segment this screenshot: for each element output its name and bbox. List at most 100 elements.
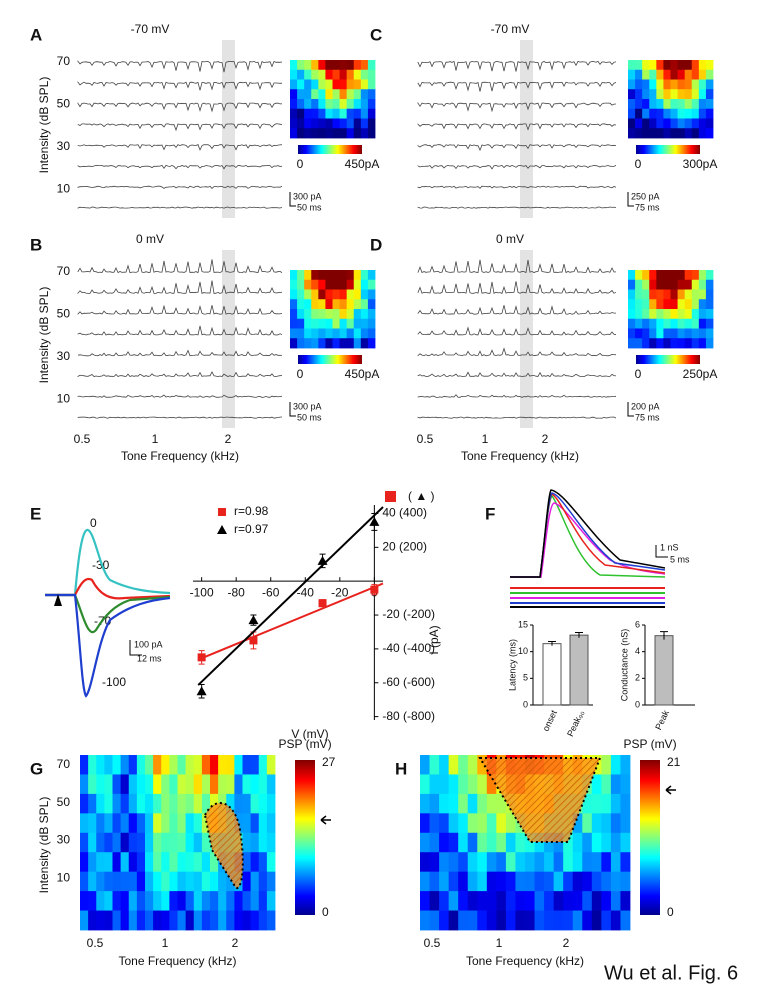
heatmap-cell [663,99,671,110]
bar [569,634,589,706]
heatmap-cell [705,338,714,349]
x-tick-label: 0.5 [87,936,104,950]
heatmap-cell [136,813,146,834]
heatmap-cell [582,852,593,873]
heatmap-cell [136,755,146,775]
heatmap-cell [691,309,700,320]
heatmap-cell [620,774,631,795]
heatmap-cell [505,910,516,931]
scale-label: 50 ms [297,202,322,212]
heatmap-cell [553,832,564,853]
heatmap-cell [515,832,526,853]
heatmap-cell [591,793,602,814]
heatmap-cell [112,910,122,931]
colorbar-label: 450pA [345,367,380,381]
y-tick-label: 10 [518,646,528,656]
heatmap-cell [346,309,355,320]
heatmap-cell [429,813,440,834]
heatmap-cell [367,318,376,329]
heatmap-cell [201,813,211,834]
heatmap-cell [332,128,340,139]
colorbar-label: 0 [322,905,329,919]
axis-title: I (pA) [427,625,441,654]
heatmap-cell [318,69,326,80]
heatmap-cell [515,910,526,931]
heatmap-cell [304,118,312,129]
heatmap-cell [360,60,369,71]
heatmap-cell [705,270,714,281]
heatmap-cell [297,60,305,71]
heatmap-cell [120,891,130,911]
heatmap-cell [318,299,326,310]
heatmap-cell [691,128,700,139]
heatmap-cell [367,328,376,339]
heatmap-cell [88,910,97,931]
heatmap-cell [670,279,678,290]
heatmap-cell [698,118,707,129]
heatmap-cell [698,89,707,100]
heatmap-cell [698,69,707,80]
heatmap-cell [250,813,260,834]
heatmap-cell [467,891,478,911]
heatmap-cell [318,338,326,349]
x-tick-label: onset [541,708,560,733]
heatmap-cell [635,270,643,281]
heatmap-cell [367,108,376,119]
heatmap-cell [318,108,326,119]
heatmap-cell [448,774,459,795]
heatmap-cell [649,318,657,329]
heatmap-cell [360,299,369,310]
heatmap-cell [104,774,113,795]
heatmap-cell [698,279,707,290]
heatmap-cell [360,309,369,320]
heatmap-cell [332,318,340,329]
heatmap-cell [582,891,593,911]
trace [417,394,617,398]
heatmap-cell [96,774,105,795]
heatmap-cell [477,774,488,795]
heatmap-cell [496,793,507,814]
heatmap-cell [346,328,355,339]
heatmap-cell [544,832,555,853]
heatmap-cell [677,309,686,320]
heatmap-cell [649,328,657,339]
heatmap-cell [304,309,312,320]
heatmap-cell [226,755,235,775]
heatmap-cell [642,318,650,329]
heatmap-cell [311,60,319,71]
heatmap-cell [420,871,430,892]
heatmap-cell [290,328,298,339]
heatmap-cell [218,755,227,775]
heatmap-cell [250,832,260,853]
heatmap-cell [145,832,154,853]
heatmap-cell [635,328,643,339]
scale-label: 300 pA [293,401,322,411]
heatmap-cell [258,910,268,931]
heatmap-cell [112,832,122,853]
heatmap-cell [311,89,319,100]
heatmap-cell [360,328,369,339]
heatmap-cell [80,793,89,814]
heatmap-cell [311,99,319,110]
heatmap-cell [161,852,170,873]
heatmap-cell [88,774,97,795]
heatmap-cell [649,60,657,71]
heatmap-cell [88,755,97,775]
x-tick-label: 1 [162,936,169,950]
heatmap-cell [332,118,340,129]
heatmap-cell [458,910,469,931]
heatmap-cell [353,299,362,310]
trace [77,81,283,91]
heatmap-cell [258,755,268,775]
heatmap-cell [339,318,348,329]
heatmap-cell [177,793,187,814]
heatmap-cell [467,871,478,892]
scale-bar [289,402,296,417]
heatmap-cell [698,338,707,349]
heatmap-cell [325,60,333,71]
heatmap-cell [346,69,355,80]
heatmap-cell [177,774,187,795]
x-tick-label: Peak [653,708,671,731]
heatmap-cell [601,832,612,853]
heatmap-cell [367,279,376,290]
